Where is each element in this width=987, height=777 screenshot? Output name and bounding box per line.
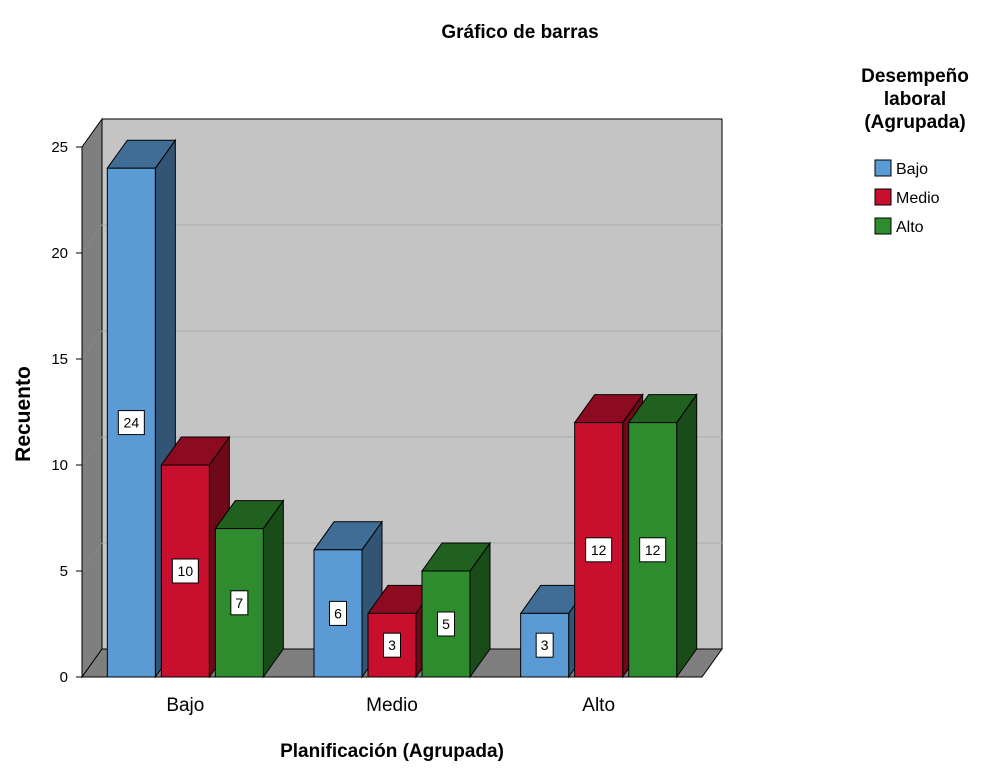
data-label-box [383,632,401,658]
gridline-side [81,224,103,254]
data-label-box [639,537,667,563]
data-label: 24 [124,415,140,431]
legend-title-line: laboral [884,89,946,110]
data-label-box [117,410,145,436]
data-label: 12 [591,542,607,558]
x-axis: Bajo Medio Alto [82,676,702,716]
bar-side [676,393,698,679]
data-label-box [171,558,199,584]
legend-title-line: Desempeño [861,66,969,87]
gridline-side [81,330,103,360]
chart-title: Gráfico de barras [441,22,598,43]
bar-alto-alto: 12 [627,393,698,679]
bar-medio-alto: 5 [421,541,491,679]
bar-bajo-alto: 7 [214,499,285,679]
data-label-box [585,537,613,563]
legend-swatch-medio [874,188,892,206]
y-axis-label: Recuento [12,366,35,462]
y-tick-label: 10 [51,457,68,474]
y-tick-label: 25 [51,139,68,156]
y-tick-label: 15 [51,351,68,368]
data-label-box [437,611,455,637]
legend-label-bajo: Bajo [896,161,928,178]
legend-label-alto: Alto [896,219,924,236]
data-label-box [329,600,347,626]
data-label: 10 [178,563,194,579]
legend-swatch-alto [874,217,892,235]
data-label: 7 [235,595,243,611]
gridline-side [81,542,103,572]
data-label: 3 [541,637,549,653]
y-tick-label: 5 [60,563,68,580]
data-label-box [535,632,554,658]
data-label: 12 [645,542,661,558]
x-tick-label: Alto [582,695,615,716]
y-axis: 0 5 10 15 20 25 [51,139,83,686]
legend-swatch-bajo [874,159,892,177]
plot-left-wall [81,117,103,679]
x-axis-label: Planificación (Agrupada) [280,741,504,762]
data-label-box [230,590,249,616]
y-tick-label: 20 [51,245,68,262]
data-label: 6 [334,605,342,621]
x-tick-label: Medio [366,695,418,716]
data-label: 5 [442,616,450,632]
legend-title-line: (Agrupada) [864,112,965,133]
x-tick-label: Bajo [166,695,204,716]
bars: 24 10 7 6 3 5 3 12 12 [106,138,698,679]
data-label: 3 [388,637,396,653]
bar-side [262,499,284,679]
y-tick-label: 0 [60,669,68,686]
gridline-side [81,436,103,466]
legend-label-medio: Medio [896,190,940,207]
